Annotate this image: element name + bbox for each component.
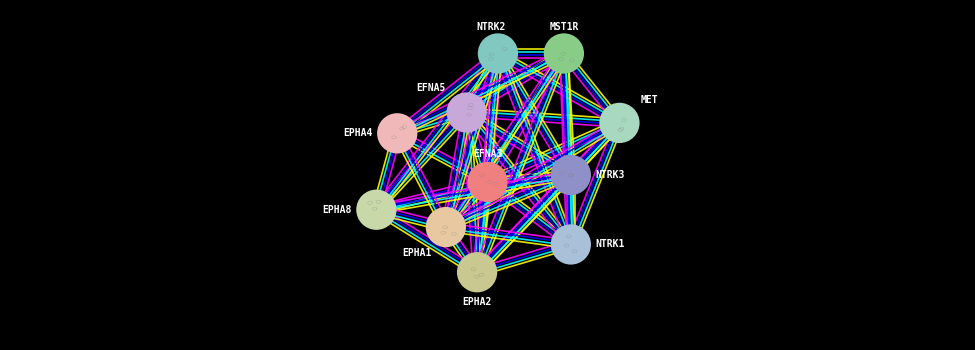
- Circle shape: [468, 163, 507, 201]
- Circle shape: [448, 93, 486, 132]
- Text: NTRK3: NTRK3: [595, 170, 625, 180]
- Text: MET: MET: [641, 95, 658, 105]
- Circle shape: [545, 34, 583, 72]
- Circle shape: [357, 191, 396, 229]
- Text: MST1R: MST1R: [549, 22, 578, 33]
- Text: EPHA2: EPHA2: [462, 297, 491, 307]
- Text: EFNA5: EFNA5: [416, 83, 446, 93]
- Circle shape: [427, 208, 465, 246]
- Circle shape: [601, 104, 639, 142]
- Text: NTRK1: NTRK1: [595, 239, 625, 250]
- Circle shape: [479, 34, 517, 72]
- Circle shape: [552, 156, 590, 194]
- Circle shape: [458, 253, 496, 291]
- Text: NTRK2: NTRK2: [476, 22, 506, 33]
- Text: EFNA3: EFNA3: [473, 149, 502, 159]
- Text: EPHA1: EPHA1: [403, 248, 432, 258]
- Text: EPHA8: EPHA8: [323, 205, 352, 215]
- Circle shape: [552, 225, 590, 264]
- Circle shape: [378, 114, 416, 153]
- Text: EPHA4: EPHA4: [343, 128, 372, 138]
